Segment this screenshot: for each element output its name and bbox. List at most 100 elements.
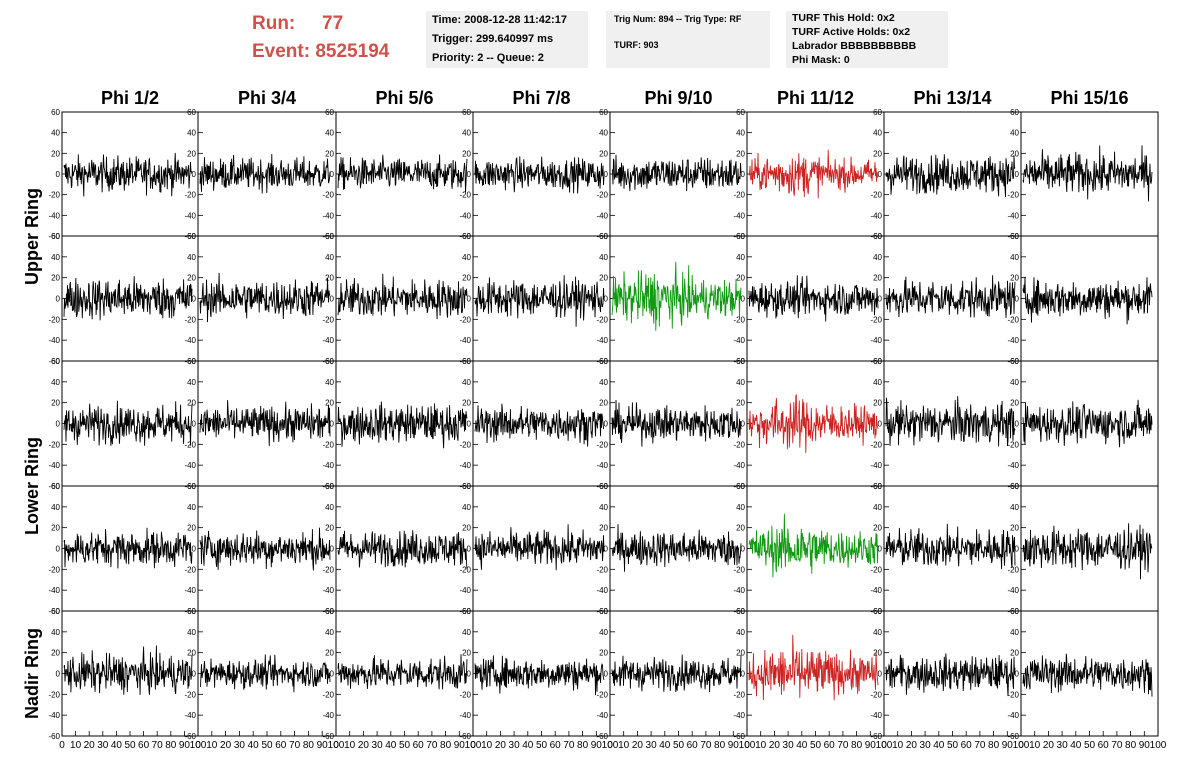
time-text: Time: 2008-12-28 11:42:17 bbox=[432, 14, 567, 26]
y-tick-label: -20 bbox=[870, 315, 882, 324]
y-tick-label: -40 bbox=[596, 211, 608, 220]
y-tick-label: 40 bbox=[325, 378, 334, 387]
y-tick-label: 40 bbox=[462, 378, 471, 387]
waveform-trace bbox=[337, 654, 468, 690]
x-tick-label: 40 bbox=[796, 740, 808, 751]
y-tick-label: -20 bbox=[733, 565, 745, 574]
x-tick-label: 40 bbox=[933, 740, 945, 751]
panel-frame bbox=[1020, 485, 1159, 612]
y-tick-label: -20 bbox=[48, 690, 60, 699]
waveform-trace bbox=[611, 261, 742, 331]
y-tick-label: 20 bbox=[873, 649, 882, 658]
x-tick-label: 80 bbox=[440, 740, 452, 751]
x-tick-label: 50 bbox=[124, 740, 136, 751]
x-tick-label: 100 bbox=[1150, 740, 1167, 751]
y-tick-label: -40 bbox=[733, 586, 745, 595]
x-tick-label: 60 bbox=[1098, 740, 1110, 751]
x-tick-label: 70 bbox=[426, 740, 438, 751]
y-tick-label: 60 bbox=[873, 232, 882, 241]
y-tick-label: -20 bbox=[1007, 440, 1019, 449]
waveform-trace bbox=[337, 273, 468, 320]
waveform-trace bbox=[748, 394, 879, 453]
x-tick-label: 100 bbox=[328, 740, 345, 751]
y-tick-label: -40 bbox=[184, 336, 196, 345]
y-tick-label: -20 bbox=[1007, 191, 1019, 200]
waveform-trace bbox=[611, 399, 742, 447]
y-tick-label: 0 bbox=[56, 295, 61, 304]
y-tick-label: 40 bbox=[1010, 628, 1019, 637]
y-tick-label: -60 bbox=[48, 357, 60, 366]
y-tick-label: 0 bbox=[1015, 295, 1020, 304]
y-tick-label: -40 bbox=[870, 586, 882, 595]
x-tick-label: 20 bbox=[1043, 740, 1055, 751]
y-tick-label: 20 bbox=[462, 274, 471, 283]
y-tick-label: 0 bbox=[604, 545, 609, 554]
waveform-trace bbox=[199, 272, 331, 323]
y-tick-label: -40 bbox=[184, 711, 196, 720]
y-tick-label: 20 bbox=[873, 149, 882, 158]
y-tick-label: 0 bbox=[192, 420, 197, 429]
x-tick-label: 80 bbox=[714, 740, 726, 751]
y-tick-label: 20 bbox=[325, 649, 334, 658]
x-tick-label: 30 bbox=[920, 740, 932, 751]
y-tick-label: 60 bbox=[873, 607, 882, 616]
y-tick-label: 0 bbox=[56, 670, 61, 679]
y-tick-label: 0 bbox=[604, 170, 609, 179]
y-tick-label: 0 bbox=[878, 545, 883, 554]
waveform-trace bbox=[748, 149, 879, 199]
y-tick-label: 40 bbox=[51, 503, 60, 512]
panel-frame bbox=[1020, 360, 1159, 487]
y-tick-label: 20 bbox=[325, 524, 334, 533]
y-tick-label: 40 bbox=[462, 503, 471, 512]
waveform-trace bbox=[748, 634, 879, 701]
x-tick-label: 20 bbox=[84, 740, 96, 751]
y-tick-label: 20 bbox=[1010, 274, 1019, 283]
x-tick-label: 40 bbox=[111, 740, 123, 751]
y-tick-label: 20 bbox=[187, 149, 196, 158]
y-tick-label: 20 bbox=[736, 524, 745, 533]
y-tick-label: 0 bbox=[330, 670, 335, 679]
y-tick-label: 60 bbox=[736, 108, 745, 117]
y-tick-label: 40 bbox=[599, 628, 608, 637]
x-tick-label: 80 bbox=[851, 740, 863, 751]
column-header: Phi 11/12 bbox=[777, 88, 854, 108]
x-tick-label: 10 bbox=[755, 740, 767, 751]
x-tick-label: 100 bbox=[1013, 740, 1030, 751]
y-tick-label: 0 bbox=[1015, 670, 1020, 679]
y-tick-label: 0 bbox=[741, 295, 746, 304]
y-tick-label: -40 bbox=[459, 211, 471, 220]
x-tick-label: 60 bbox=[687, 740, 699, 751]
run-label: Run: bbox=[252, 13, 296, 34]
y-tick-label: -40 bbox=[459, 711, 471, 720]
y-tick-label: -40 bbox=[733, 711, 745, 720]
y-tick-label: 0 bbox=[878, 295, 883, 304]
run-event-info: Run: 77 Event: 8525194 bbox=[252, 10, 389, 66]
y-tick-label: -40 bbox=[1007, 586, 1019, 595]
y-tick-label: -40 bbox=[322, 461, 334, 470]
x-tick-label: 10 bbox=[892, 740, 904, 751]
y-tick-label: 60 bbox=[736, 482, 745, 491]
x-tick-label: 0 bbox=[195, 740, 201, 751]
waveform-trace bbox=[199, 153, 331, 194]
y-tick-label: 40 bbox=[1010, 503, 1019, 512]
x-tick-label: 10 bbox=[70, 740, 82, 751]
y-tick-label: -40 bbox=[322, 586, 334, 595]
y-tick-label: 60 bbox=[187, 357, 196, 366]
y-tick-label: -20 bbox=[459, 191, 471, 200]
y-tick-label: 20 bbox=[462, 399, 471, 408]
x-tick-label: 20 bbox=[358, 740, 370, 751]
x-tick-label: 70 bbox=[1111, 740, 1123, 751]
y-tick-label: -40 bbox=[1007, 711, 1019, 720]
x-tick-label: 60 bbox=[550, 740, 562, 751]
y-tick-label: 20 bbox=[187, 274, 196, 283]
y-tick-label: 40 bbox=[187, 129, 196, 138]
y-tick-label: 60 bbox=[325, 607, 334, 616]
y-tick-label: 60 bbox=[325, 357, 334, 366]
waveform-trace bbox=[474, 403, 605, 447]
y-tick-label: 40 bbox=[187, 503, 196, 512]
y-tick-label: 60 bbox=[736, 232, 745, 241]
y-tick-label: 40 bbox=[51, 129, 60, 138]
x-tick-label: 20 bbox=[220, 740, 232, 751]
x-tick-label: 50 bbox=[1084, 740, 1096, 751]
y-tick-label: -40 bbox=[596, 586, 608, 595]
